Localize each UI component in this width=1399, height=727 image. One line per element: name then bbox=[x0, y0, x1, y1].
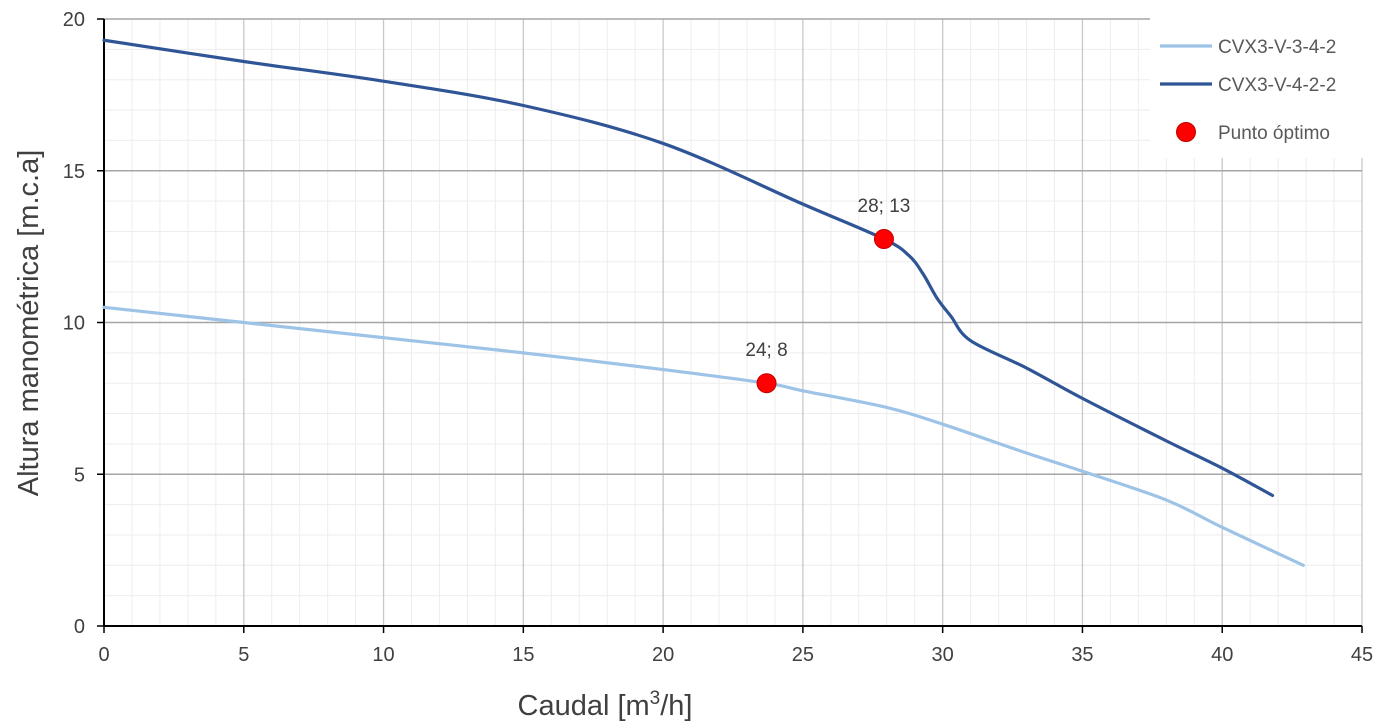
optimum-point bbox=[756, 373, 777, 394]
legend-label-1: CVX3-V-3-4-2 bbox=[1218, 37, 1336, 58]
y-tick-labels: 0 5 10 15 20 bbox=[63, 9, 85, 638]
x-tick-label: 45 bbox=[1351, 644, 1373, 666]
y-tick-label: 20 bbox=[63, 9, 85, 31]
optimum-point-label: 28; 13 bbox=[858, 196, 911, 217]
x-tick-label: 30 bbox=[932, 644, 954, 666]
legend-marker-optimum bbox=[1176, 122, 1196, 142]
y-tick-label: 0 bbox=[74, 616, 85, 638]
x-tick-label: 10 bbox=[372, 644, 394, 666]
legend-label-optimum: Punto óptimo bbox=[1218, 123, 1330, 144]
axes bbox=[97, 18, 1363, 633]
x-tick-label: 40 bbox=[1211, 644, 1233, 666]
x-tick-label: 0 bbox=[98, 644, 109, 666]
series-line-1 bbox=[102, 305, 1305, 567]
optimum-points: 24; 8 28; 13 bbox=[745, 196, 911, 394]
legend-label-2: CVX3-V-4-2-2 bbox=[1218, 75, 1336, 96]
y-tick-label: 10 bbox=[63, 313, 85, 335]
optimum-point bbox=[873, 229, 894, 250]
x-tick-labels: 0 5 10 15 20 25 30 35 40 45 bbox=[98, 644, 1373, 666]
x-tick-label: 35 bbox=[1071, 644, 1093, 666]
y-axis-title: Altura manométrica [m.c.a] bbox=[13, 150, 45, 497]
x-axis-title: Caudal [m3/h] bbox=[518, 688, 693, 722]
x-tick-label: 20 bbox=[652, 644, 674, 666]
series-lines bbox=[102, 38, 1305, 567]
legend: CVX3-V-3-4-2 CVX3-V-4-2-2 Punto óptimo bbox=[1150, 12, 1372, 158]
x-tick-label: 15 bbox=[512, 644, 534, 666]
series-line-2 bbox=[102, 38, 1275, 498]
y-tick-label: 15 bbox=[63, 161, 85, 183]
optimum-point-label: 24; 8 bbox=[745, 340, 787, 361]
y-tick-label: 5 bbox=[74, 464, 85, 486]
x-tick-label: 5 bbox=[238, 644, 249, 666]
x-tick-label: 25 bbox=[792, 644, 814, 666]
x-axis-title-superscript: 3 bbox=[650, 688, 661, 709]
